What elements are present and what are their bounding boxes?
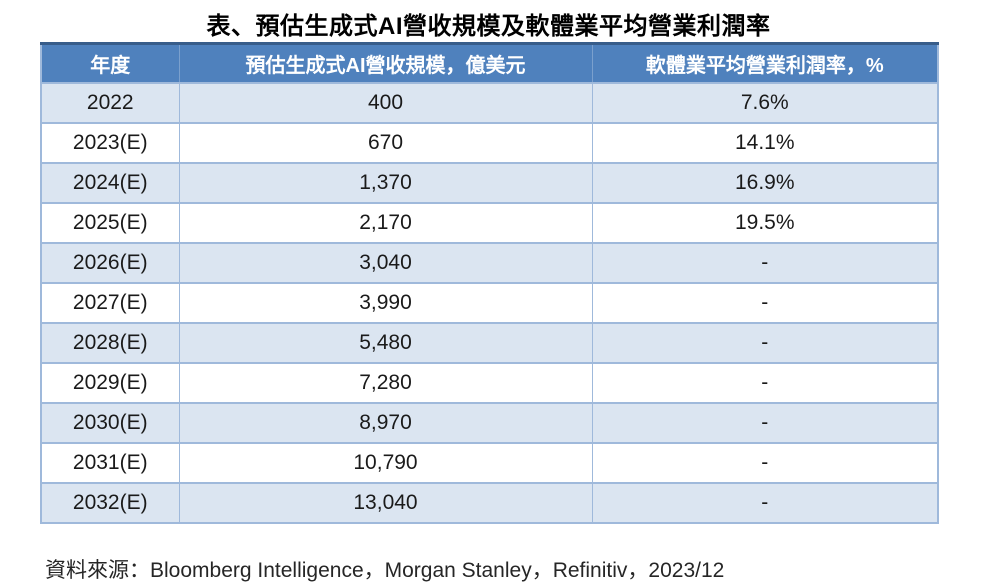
margin-cell: 7.6% bbox=[591, 81, 939, 124]
table-row: 2028(E) 5,480- bbox=[40, 321, 939, 364]
table-row: 2023(E) 670 14.1% bbox=[40, 121, 939, 164]
table-row: 2032(E) 13,040- bbox=[40, 481, 939, 524]
revenue-cell: 2,170 bbox=[178, 201, 593, 244]
margin-cell: - bbox=[591, 281, 939, 324]
figure-title: 表、預估生成式AI營收規模及軟體業平均營業利潤率 bbox=[206, 13, 771, 40]
year-cell: 2026(E) bbox=[40, 241, 180, 284]
revenue-cell: 8,970 bbox=[178, 401, 593, 444]
table-body: 2022 400 7.6% 2023(E) 670 14.1% 2024(E) 1,370 16… bbox=[40, 81, 939, 524]
table-header: 年度 預估生成式AI營收規模，億美元 軟體業平均營業利潤率，% bbox=[40, 42, 939, 84]
source-note: 資料來源：Bloomberg Intelligence，Morgan Stanl… bbox=[45, 559, 725, 582]
margin-cell: 16.9% bbox=[591, 161, 939, 204]
table-row: 2031(E) 10,790- bbox=[40, 441, 939, 484]
margin-cell: - bbox=[591, 481, 939, 524]
table-row: 2025(E) 2,170 19.5% bbox=[40, 201, 939, 244]
revenue-cell: 400 bbox=[178, 81, 593, 124]
margin-cell: 14.1% bbox=[591, 121, 939, 164]
table-row: 2029(E) 7,280- bbox=[40, 361, 939, 404]
table-row: 2030(E) 8,970- bbox=[40, 401, 939, 444]
margin-cell: - bbox=[591, 321, 939, 364]
year-cell: 2028(E) bbox=[40, 321, 180, 364]
year-cell: 2022 bbox=[40, 81, 180, 124]
revenue-cell: 5,480 bbox=[178, 321, 593, 364]
year-cell: 2032(E) bbox=[40, 481, 180, 524]
year-cell: 2023(E) bbox=[40, 121, 180, 164]
table-row: 2027(E) 3,990- bbox=[40, 281, 939, 324]
margin-cell: - bbox=[591, 241, 939, 284]
revenue-cell: 670 bbox=[178, 121, 593, 164]
table-row: 2022 400 7.6% bbox=[40, 81, 939, 124]
year-cell: 2025(E) bbox=[40, 201, 180, 244]
year-cell: 2030(E) bbox=[40, 401, 180, 444]
table-row: 2024(E) 1,370 16.9% bbox=[40, 161, 939, 204]
revenue-cell: 10,790 bbox=[178, 441, 593, 484]
margin-cell: 19.5% bbox=[591, 201, 939, 244]
data-table: 年度 預估生成式AI營收規模，億美元 軟體業平均營業利潤率，% 2022 400 7… bbox=[40, 42, 939, 524]
header-year: 年度 bbox=[40, 42, 180, 84]
margin-cell: - bbox=[591, 441, 939, 484]
revenue-cell: 13,040 bbox=[178, 481, 593, 524]
margin-cell: - bbox=[591, 401, 939, 444]
revenue-cell: 3,040 bbox=[178, 241, 593, 284]
margin-cell: - bbox=[591, 361, 939, 404]
revenue-cell: 3,990 bbox=[178, 281, 593, 324]
header-revenue: 預估生成式AI營收規模，億美元 bbox=[178, 42, 593, 84]
header-row: 年度 預估生成式AI營收規模，億美元 軟體業平均營業利潤率，% bbox=[40, 42, 939, 84]
year-cell: 2027(E) bbox=[40, 281, 180, 324]
year-cell: 2031(E) bbox=[40, 441, 180, 484]
revenue-cell: 7,280 bbox=[178, 361, 593, 404]
year-cell: 2029(E) bbox=[40, 361, 180, 404]
table-row: 2026(E) 3,040- bbox=[40, 241, 939, 284]
header-margin: 軟體業平均營業利潤率，% bbox=[591, 42, 939, 84]
year-cell: 2024(E) bbox=[40, 161, 180, 204]
revenue-cell: 1,370 bbox=[178, 161, 593, 204]
